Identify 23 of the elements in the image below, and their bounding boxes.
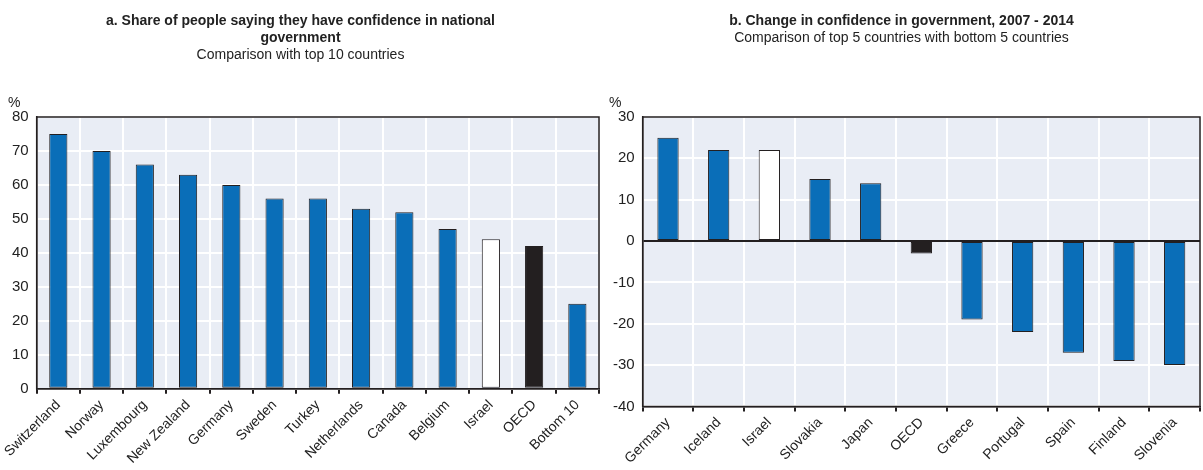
y-tick-label: 0 [20, 378, 29, 396]
y-tick-label: 20 [617, 148, 635, 166]
y-tick-label: 50 [12, 209, 29, 227]
y-axis-title: % [8, 94, 21, 110]
y-tick-label: 30 [12, 277, 29, 295]
chart-subtitle: Comparison with top 10 countries [195, 46, 406, 63]
y-tick-label: 70 [12, 141, 29, 159]
chart-title: a. Share of people saying they have confidence in national government [105, 12, 496, 46]
y-tick-label: 20 [12, 310, 29, 328]
y-tick-label: 40 [12, 243, 29, 261]
y-tick-label: -40 [612, 396, 635, 414]
y-tick-label: -20 [612, 313, 635, 331]
chart-title: b. Change in confidence in government, 2007 - 2014 [728, 12, 1075, 29]
chart-subtitle: Comparison of top 5 countries with bottom 5 countries [733, 29, 1070, 46]
y-tick-label: -30 [612, 355, 635, 373]
y-axis-title: % [609, 94, 622, 110]
y-tick-label: -10 [612, 272, 635, 290]
y-tick-label: 10 [12, 344, 29, 362]
y-tick-label: 0 [626, 231, 635, 249]
y-tick-label: 10 [617, 189, 635, 207]
y-tick-label: 30 [617, 107, 635, 125]
y-tick-label: 60 [12, 175, 29, 193]
y-tick-label: 80 [12, 107, 29, 125]
